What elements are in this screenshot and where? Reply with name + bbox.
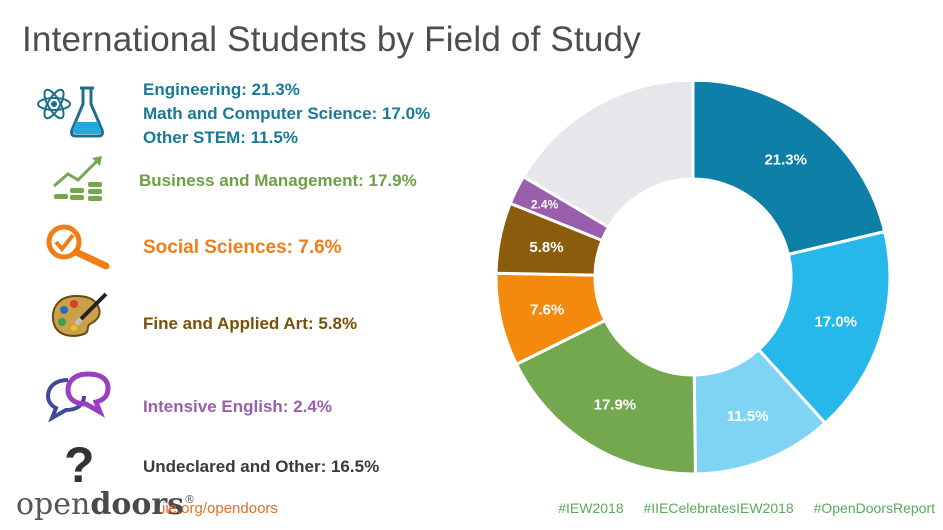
legend-social-sciences: Social Sciences: 7.6% — [143, 237, 342, 258]
paint-palette-icon — [51, 292, 108, 337]
science-flask-icon — [37, 86, 104, 138]
donut-label-social-sciences: 7.6% — [530, 302, 564, 319]
donut-label-business-and-management: 17.9% — [594, 396, 637, 413]
legend-engineering: Engineering: 21.3% — [143, 80, 300, 99]
legend-other-stem: Other STEM: 11.5% — [143, 128, 298, 147]
legend-undeclared: Undeclared and Other: 16.5% — [143, 457, 380, 476]
legend-stem: Engineering: 21.3% Math and Computer Sci… — [143, 78, 430, 150]
donut-slice-undeclared-and-other — [521, 82, 695, 230]
speech-bubbles-icon — [45, 371, 111, 422]
donut-chart: 21.3% 17.0% 11.5% 17.9% 7.6% 5.8% 2.4% — [494, 82, 892, 476]
donut-label-engineering: 21.3% — [764, 152, 807, 169]
chart-title: International Students by Field of Study — [22, 20, 641, 59]
donut-slice-business-and-management — [514, 318, 697, 476]
donut-label-math-and-computer-science: 17.0% — [814, 313, 857, 330]
opendoors-logo: opendoors® — [16, 487, 196, 522]
magnifier-check-icon — [46, 224, 110, 270]
money-growth-icon — [53, 156, 102, 201]
legend-math-cs: Math and Computer Science: 17.0% — [143, 104, 431, 123]
donut-slice-math-and-computer-science — [756, 229, 892, 426]
hashtag-iiecelebrates: #IIECelebratesIEW2018 — [643, 500, 794, 516]
donut-label-intensive-english: 2.4% — [531, 198, 559, 212]
footer-url[interactable]: iie.org/opendoors — [162, 500, 278, 517]
donut-label-fine-and-applied-art: 5.8% — [529, 239, 563, 256]
hashtags: #IEW2018 #IIECelebratesIEW2018 #OpenDoor… — [542, 500, 935, 516]
question-mark-icon: ? — [64, 437, 95, 493]
legend-intensive-english: Intensive English: 2.4% — [143, 397, 332, 416]
donut-slice-engineering — [691, 82, 887, 257]
hashtag-opendoorsreport: #OpenDoorsReport — [813, 500, 935, 516]
donut-label-other-stem: 11.5% — [727, 408, 769, 425]
legend-business: Business and Management: 17.9% — [139, 171, 417, 190]
hashtag-iew2018: #IEW2018 — [558, 500, 624, 516]
legend-fine-art: Fine and Applied Art: 5.8% — [143, 314, 358, 333]
